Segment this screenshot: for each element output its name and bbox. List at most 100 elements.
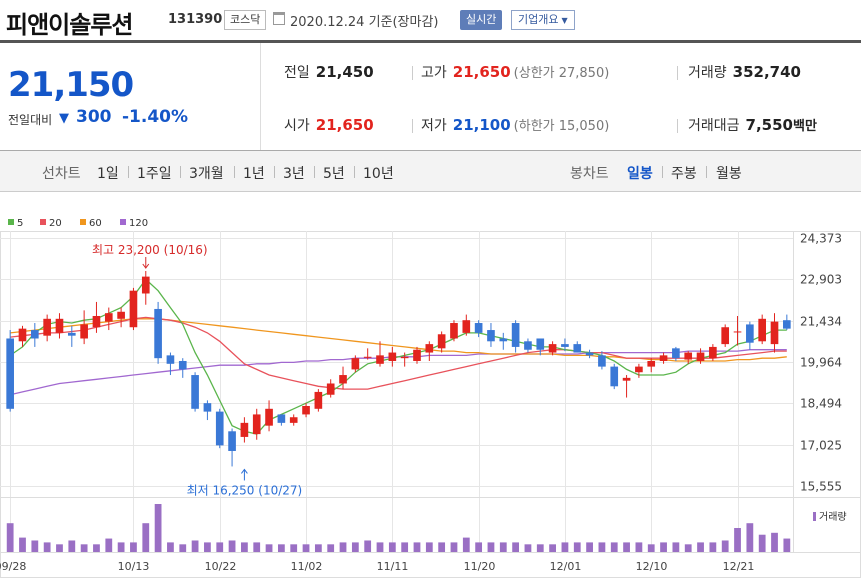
company-overview-button[interactable]: 기업개요 ▼	[511, 10, 575, 30]
candle-body	[487, 330, 495, 342]
volume-bar	[130, 542, 137, 552]
x-tick-label: 11/20	[464, 560, 496, 573]
candle-body	[92, 315, 101, 328]
candle-body	[228, 431, 236, 451]
ma20-line	[10, 316, 787, 390]
stat-value: 21,650	[452, 63, 511, 81]
y-tick-label: 17,025	[800, 439, 842, 453]
candle-body	[203, 403, 212, 412]
stat-unit: 백만	[792, 119, 817, 134]
stat-label: 고가	[421, 65, 447, 81]
volume-bar	[68, 540, 76, 552]
stock-code: 131390	[168, 12, 223, 27]
candle-body	[55, 318, 64, 333]
stock-header: 피앤이솔루션 131390 코스닥 2020.12.24 기준(장마감) 실시간…	[0, 0, 861, 40]
period-daily[interactable]: 일봉	[627, 166, 653, 182]
candle-body	[240, 422, 249, 437]
candle-body	[610, 366, 619, 387]
volume-bar	[401, 542, 409, 552]
high-marker-arrowhead	[142, 263, 150, 269]
candle-body	[178, 360, 187, 370]
period-monthly[interactable]: 월봉	[716, 166, 742, 182]
divider	[412, 66, 413, 80]
stat-value: 21,450	[315, 63, 374, 81]
volume-legend: 거래량	[813, 508, 847, 523]
legend-label: 60	[89, 218, 102, 229]
x-tick-label: 12/10	[636, 560, 668, 573]
candle-body	[314, 391, 323, 409]
candle-body	[548, 344, 557, 353]
candle-body	[561, 344, 569, 347]
legend-ma20: 20	[40, 218, 62, 229]
volume-bar	[684, 544, 692, 552]
legend-ma60: 60	[80, 218, 102, 229]
candle-body	[696, 352, 705, 361]
volume-bar	[179, 544, 187, 552]
x-tick-label: 10/22	[205, 560, 237, 573]
stat-prev-close: 전일 21,450	[284, 62, 374, 82]
candle-body	[746, 324, 754, 343]
volume-bar	[623, 542, 630, 552]
volume-bar	[6, 523, 14, 552]
candle-body	[191, 375, 199, 409]
price-summary: 21,150 전일대비 ▼ 300 -1.40%	[0, 43, 261, 150]
volume-bar	[388, 542, 396, 552]
stat-value: 21,650	[315, 116, 374, 134]
legend-ma120: 120	[120, 218, 148, 229]
period-10y[interactable]: 10년	[363, 166, 394, 182]
volume-bar	[499, 542, 507, 552]
candle-body	[129, 290, 138, 328]
y-tick-label: 22,903	[800, 273, 842, 287]
volume-bar	[413, 542, 421, 552]
candle-body	[30, 330, 39, 339]
period-1d[interactable]: 1일	[97, 166, 119, 182]
y-tick-label: 19,964	[800, 356, 842, 370]
volume-bar	[672, 542, 680, 552]
candle-body	[499, 338, 508, 342]
volume-bar	[154, 504, 162, 552]
candle-body	[252, 414, 261, 435]
period-3y[interactable]: 3년	[283, 166, 305, 182]
volume-bar	[438, 542, 446, 552]
legend-label: 120	[129, 218, 149, 229]
stat-label: 저가	[421, 118, 447, 134]
volume-bar	[216, 542, 224, 552]
period-bar: 선차트 1일 1주일 3개월 1년 3년 5년 10년 봉차트 일봉 주봉 월봉	[0, 151, 861, 192]
volume-bar	[475, 542, 483, 552]
volume-bar	[598, 542, 606, 552]
divider	[180, 166, 181, 178]
candle-body	[573, 344, 582, 353]
volume-bar	[302, 544, 310, 552]
reference-date: 2020.12.24 기준(장마감)	[290, 15, 439, 30]
period-weekly[interactable]: 주봉	[671, 166, 697, 182]
volume-bar	[524, 544, 532, 552]
candle-body	[302, 405, 310, 415]
period-5y[interactable]: 5년	[323, 166, 345, 182]
legend-label: 5	[17, 218, 24, 229]
period-1y[interactable]: 1년	[243, 166, 265, 182]
volume-bar	[351, 542, 359, 552]
period-3m[interactable]: 3개월	[189, 166, 224, 182]
volume-bar	[610, 542, 618, 552]
x-tick-label: 11/11	[377, 560, 409, 573]
y-tick-label: 18,494	[800, 397, 842, 411]
candle-body	[265, 408, 273, 426]
realtime-button[interactable]: 실시간	[460, 10, 503, 30]
candle-body	[672, 348, 680, 359]
legend-swatch	[813, 512, 816, 521]
calendar-icon	[273, 12, 285, 25]
candle-body	[425, 344, 434, 353]
candle-body	[166, 355, 175, 364]
candle-body	[450, 323, 458, 339]
volume-bar	[573, 542, 581, 552]
candle-body	[635, 366, 643, 373]
volume-bar	[536, 544, 544, 552]
candle-body	[154, 308, 162, 359]
ma60-line	[10, 318, 787, 362]
period-1w[interactable]: 1주일	[137, 166, 172, 182]
candle-body	[659, 355, 668, 361]
lower-limit: (하한가 15,050)	[513, 119, 610, 134]
divider	[706, 166, 707, 178]
ma5-line	[9, 278, 787, 435]
